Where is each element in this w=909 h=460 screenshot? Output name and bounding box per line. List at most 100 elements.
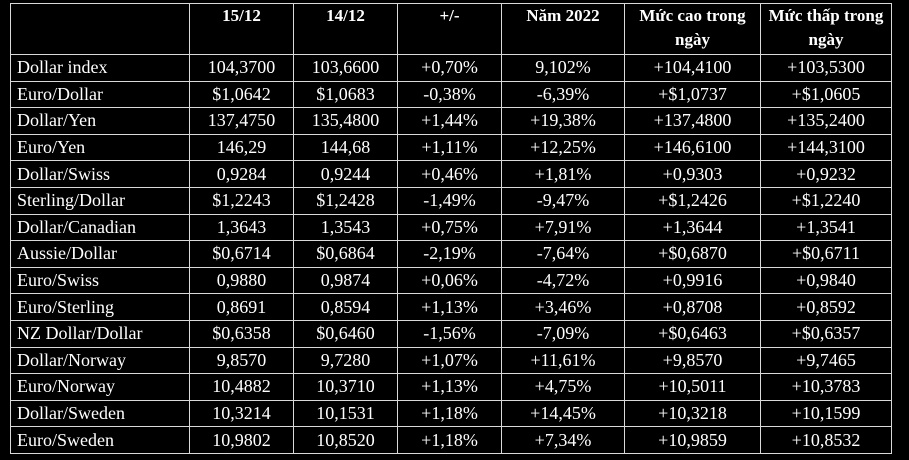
year-2022-cell: +14,45% [501,399,625,428]
pair-name-cell: NZ Dollar/Dollar [10,319,190,348]
value-14-12-cell: 10,1531 [293,399,398,428]
pair-name-cell: Dollar/Swiss [10,160,190,188]
year-2022-cell: +11,61% [501,346,625,375]
header-change: +/- [397,3,502,55]
value-14-12-cell: $1,2428 [293,186,398,215]
year-2022-cell: +12,25% [501,133,625,162]
year-2022-cell: +7,34% [501,426,625,454]
day-high-cell: +10,9859 [624,426,761,454]
day-low-cell: +$0,6711 [760,240,892,268]
day-low-cell: +0,9840 [760,266,892,295]
day-low-cell: +9,7465 [760,346,892,375]
day-high-cell: +0,8708 [624,293,761,321]
change-cell: -0,38% [397,80,502,109]
change-cell: -2,19% [397,240,502,268]
pair-name-cell: Euro/Sterling [10,293,190,321]
pair-name-cell: Euro/Swiss [10,266,190,295]
day-low-cell: +$1,0605 [760,80,892,109]
pair-name-cell: Dollar/Yen [10,107,190,135]
change-cell: +1,18% [397,426,502,454]
day-high-cell: +137,4800 [624,107,761,135]
year-2022-cell: +1,81% [501,160,625,188]
table-row: Euro/Swiss 0,9880 0,9874 +0,06% -4,72% +0,991… [10,266,892,295]
pair-name-cell: Sterling/Dollar [10,186,190,215]
day-low-cell: +10,8532 [760,426,892,454]
day-low-cell: +$1,2240 [760,186,892,215]
pair-name-cell: Dollar index [10,54,190,82]
day-low-cell: +0,8592 [760,293,892,321]
value-15-12-cell: 146,29 [189,133,294,162]
value-15-12-cell: 0,9284 [189,160,294,188]
value-15-12-cell: $0,6358 [189,319,294,348]
change-cell: +0,75% [397,213,502,242]
table-header: 15/12 14/12 +/- Năm 2022 Mức cao trong n… [10,3,892,55]
table-row: Euro/Sterling 0,8691 0,8594 +1,13% +3,46% +0,… [10,293,892,321]
value-14-12-cell: $0,6460 [293,319,398,348]
change-cell: +1,07% [397,346,502,375]
change-cell: +0,06% [397,266,502,295]
year-2022-cell: -9,47% [501,186,625,215]
change-cell: +0,70% [397,54,502,82]
change-cell: +0,46% [397,160,502,188]
header-day-low: Mức thấp trong ngày [760,3,892,55]
value-14-12-cell: 0,9244 [293,160,398,188]
value-15-12-cell: $1,0642 [189,80,294,109]
change-cell: +1,11% [397,133,502,162]
day-high-cell: +104,4100 [624,54,761,82]
day-high-cell: +9,8570 [624,346,761,375]
table-row: Sterling/Dollar $1,2243 $1,2428 -1,49% -9,47… [10,186,892,215]
day-high-cell: +$1,2426 [624,186,761,215]
value-15-12-cell: $0,6714 [189,240,294,268]
value-15-12-cell: 10,3214 [189,399,294,428]
year-2022-cell: +19,38% [501,107,625,135]
day-high-cell: +$0,6463 [624,319,761,348]
change-cell: +1,13% [397,293,502,321]
year-2022-cell: -7,09% [501,319,625,348]
change-cell: +1,13% [397,373,502,401]
exchange-rate-table: 15/12 14/12 +/- Năm 2022 Mức cao trong n… [10,3,892,454]
day-high-cell: +10,5011 [624,373,761,401]
value-14-12-cell: $0,6864 [293,240,398,268]
value-14-12-cell: 135,4800 [293,107,398,135]
value-15-12-cell: 104,3700 [189,54,294,82]
value-14-12-cell: 10,3710 [293,373,398,401]
value-15-12-cell: 10,4882 [189,373,294,401]
day-low-cell: +1,3541 [760,213,892,242]
value-14-12-cell: 0,8594 [293,293,398,321]
day-high-cell: +0,9916 [624,266,761,295]
header-pair [10,3,190,55]
value-14-12-cell: 9,7280 [293,346,398,375]
day-low-cell: +$0,6357 [760,319,892,348]
pair-name-cell: Dollar/Canadian [10,213,190,242]
change-cell: +1,18% [397,399,502,428]
day-low-cell: +135,2400 [760,107,892,135]
day-high-cell: +146,6100 [624,133,761,162]
value-15-12-cell: $1,2243 [189,186,294,215]
day-high-cell: +1,3644 [624,213,761,242]
year-2022-cell: -7,64% [501,240,625,268]
table-row: Euro/Norway 10,4882 10,3710 +1,13% +4,75% +10… [10,373,892,401]
pair-name-cell: Euro/Sweden [10,426,190,454]
table-row: Dollar/Canadian 1,3643 1,3543 +0,75% +7,91% +… [10,213,892,242]
table-row: Dollar/Yen 137,4750 135,4800 +1,44% +19,38% +… [10,107,892,135]
value-15-12-cell: 1,3643 [189,213,294,242]
header-date-15-12: 15/12 [189,3,294,55]
table-row: Euro/Yen 146,29 144,68 +1,11% +12,25% +146,61… [10,133,892,162]
year-2022-cell: -6,39% [501,80,625,109]
value-14-12-cell: 103,6600 [293,54,398,82]
change-cell: -1,56% [397,319,502,348]
value-14-12-cell: 144,68 [293,133,398,162]
header-date-14-12: 14/12 [293,3,398,55]
value-15-12-cell: 0,9880 [189,266,294,295]
pair-name-cell: Euro/Dollar [10,80,190,109]
table-row: Dollar/Sweden 10,3214 10,1531 +1,18% +14,45%… [10,399,892,428]
value-15-12-cell: 137,4750 [189,107,294,135]
pair-name-cell: Aussie/Dollar [10,240,190,268]
value-14-12-cell: 1,3543 [293,213,398,242]
table-row: Euro/Sweden 10,9802 10,8520 +1,18% +7,34% +10… [10,426,892,454]
year-2022-cell: 9,102% [501,54,625,82]
table-row: Euro/Dollar $1,0642 $1,0683 -0,38% -6,39% +$1… [10,80,892,109]
value-14-12-cell: 0,9874 [293,266,398,295]
day-low-cell: +103,5300 [760,54,892,82]
year-2022-cell: -4,72% [501,266,625,295]
